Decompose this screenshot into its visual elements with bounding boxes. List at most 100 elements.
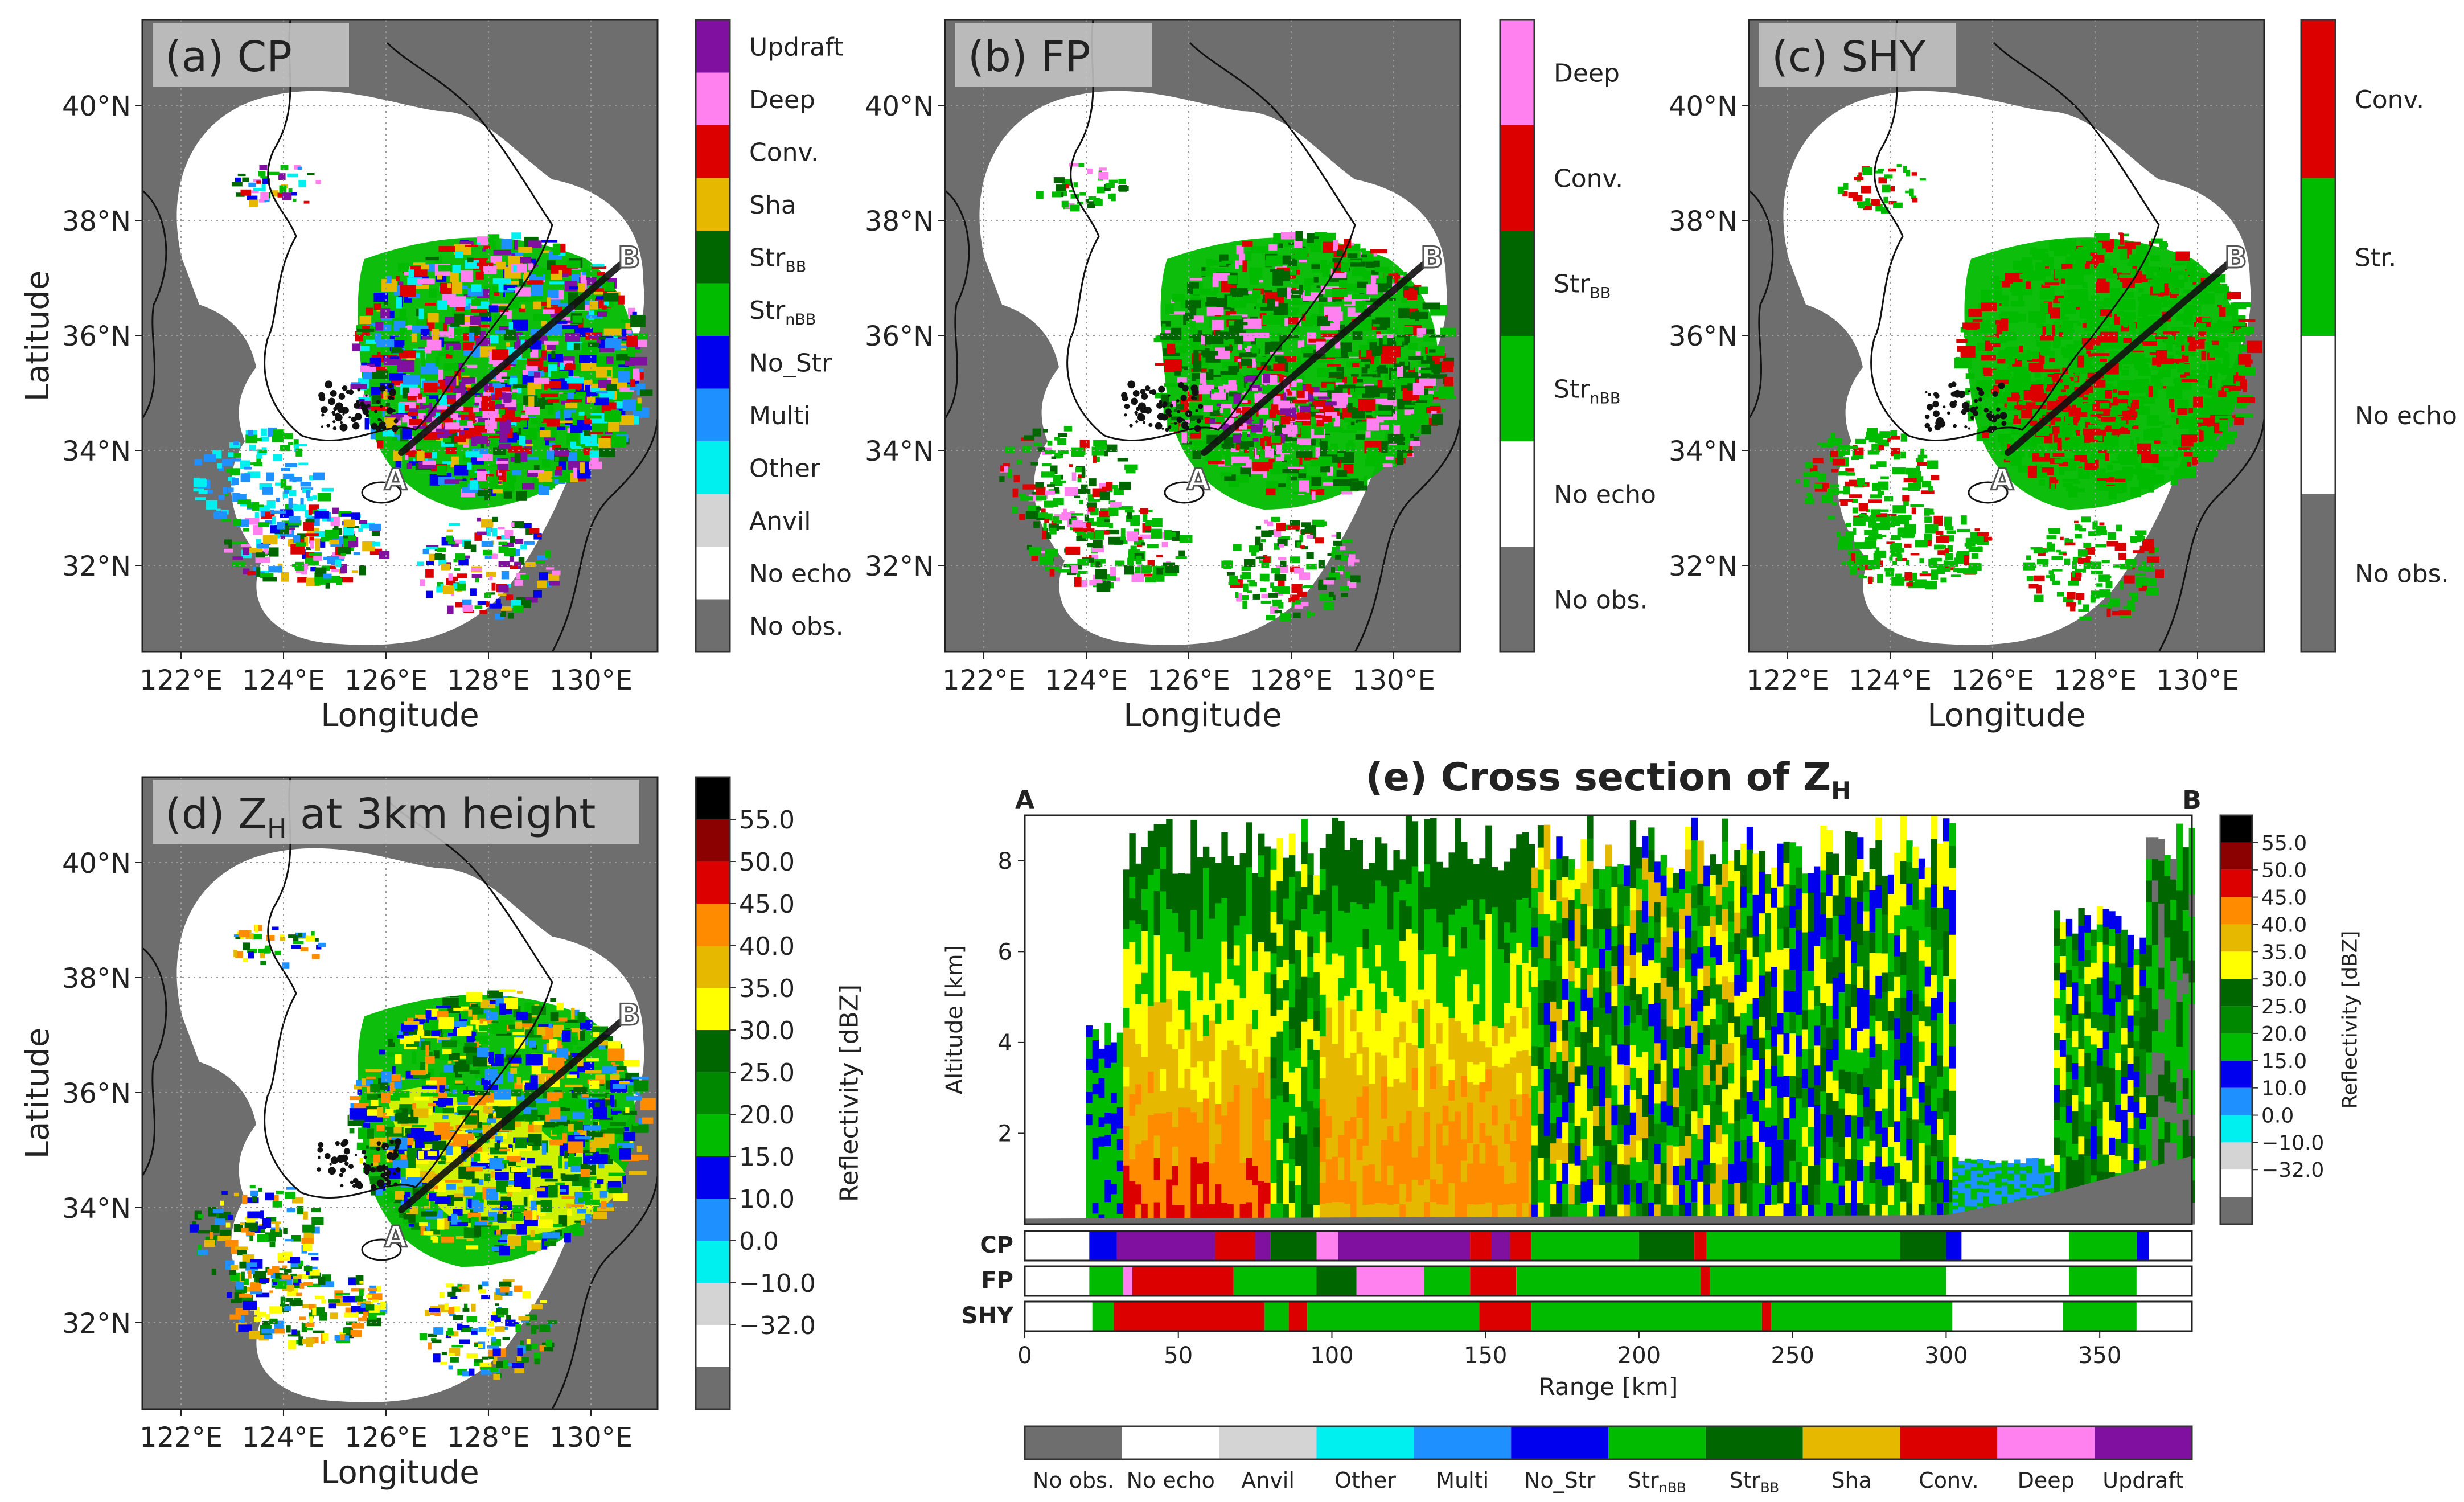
echo-cell: [1032, 491, 1036, 495]
echo-cell: [253, 187, 264, 191]
echo-cell: [533, 377, 549, 384]
echo-cell: [2126, 249, 2132, 259]
echo-cell: [2104, 482, 2123, 485]
echo-cell: [2142, 585, 2147, 590]
echo-cell: [1329, 262, 1334, 269]
echo-cell: [1345, 571, 1350, 578]
echo-cell: [2034, 371, 2041, 378]
echo-cell: [1228, 380, 1237, 391]
lon-tick-label: 130°E: [2156, 664, 2239, 696]
echo-cell: [1013, 475, 1020, 483]
echo-cell: [2215, 417, 2220, 423]
echo-cell: [1274, 574, 1287, 581]
echo-cell: [443, 341, 460, 344]
island: [374, 409, 377, 413]
echo-cell: [1858, 172, 1862, 179]
echo-cell: [2115, 387, 2119, 391]
echo-cell: [477, 490, 491, 496]
echo-cell: [1294, 604, 1303, 609]
echo-cell: [455, 393, 461, 403]
echo-cell: [387, 276, 392, 284]
echo-cell: [1876, 509, 1889, 512]
echo-cell: [2130, 536, 2138, 543]
island: [1976, 387, 1979, 390]
echo-cell: [1076, 531, 1084, 535]
echo-cell: [437, 582, 444, 589]
echo-cell: [1859, 514, 1865, 517]
echo-cell: [1169, 423, 1179, 432]
echo-cell: [1398, 307, 1410, 318]
echo-cell: [1303, 430, 1308, 437]
echo-cell: [2091, 465, 2097, 477]
echo-cell: [256, 552, 265, 558]
jeju-island: [1968, 481, 2009, 504]
echo-cell: [1411, 413, 1429, 426]
echo-cell: [1845, 531, 1854, 541]
echo-cell: [1331, 551, 1344, 558]
echo-cell: [1401, 298, 1408, 303]
island: [325, 380, 333, 389]
echo-cell: [1266, 614, 1276, 621]
echo-cell: [2034, 594, 2044, 602]
echo-cell: [1906, 560, 1910, 566]
echo-cell: [1410, 434, 1414, 438]
lat-tick-label: 32°N: [1669, 551, 1738, 582]
echo-cell: [2091, 563, 2101, 569]
echo-cell: [523, 444, 533, 447]
echo-cell: [2107, 464, 2113, 470]
echo-cell: [2077, 557, 2091, 564]
echo-cell: [1069, 190, 1073, 192]
echo-cell: [1847, 551, 1862, 555]
echo-cell: [2043, 380, 2049, 389]
echo-cell: [1255, 356, 1272, 362]
echo-cell: [1993, 398, 1998, 408]
echo-cell: [1058, 433, 1067, 437]
lon-tick-label: 130°E: [549, 664, 633, 696]
echo-cell: [1251, 397, 1255, 405]
echo-cell: [1054, 437, 1060, 441]
echo-cell: [282, 192, 292, 200]
echo-cell: [578, 411, 585, 416]
echo-cell: [477, 262, 494, 266]
echo-cell: [1164, 383, 1181, 387]
echo-cell: [2091, 295, 2100, 300]
echo-cell: [467, 407, 479, 412]
echo-cell: [1964, 543, 1976, 547]
echo-cell: [1882, 184, 1891, 193]
echo-cell: [195, 497, 206, 500]
echo-cell: [504, 329, 516, 341]
echo-cell: [1422, 302, 1440, 310]
echo-cell: [429, 407, 442, 412]
echo-cell: [555, 321, 568, 324]
echo-cell: [1284, 372, 1292, 376]
echo-cell: [1054, 514, 1060, 517]
echo-cell: [436, 586, 447, 593]
echo-cell: [2061, 264, 2073, 269]
echo-cell: [294, 444, 299, 452]
echo-cell: [1852, 507, 1858, 514]
echo-cell: [240, 503, 250, 507]
echo-cell: [1193, 412, 1200, 417]
echo-cell: [1421, 360, 1435, 364]
echo-cell: [2058, 462, 2068, 467]
echo-cell: [523, 370, 530, 375]
echo-cell: [1431, 413, 1443, 425]
echo-cell: [2023, 562, 2035, 571]
echo-cell: [193, 478, 206, 488]
echo-cell: [1244, 348, 1251, 355]
echo-cell: [1259, 573, 1270, 581]
echo-cell: [293, 535, 301, 543]
echo-cell: [547, 399, 560, 403]
echo-cell: [1290, 520, 1300, 527]
echo-cell: [1908, 572, 1917, 580]
island: [1148, 389, 1153, 395]
echo-cell: [2084, 309, 2101, 315]
echo-cell: [542, 250, 551, 253]
echo-cell: [487, 234, 500, 240]
echo-cell: [2048, 570, 2054, 574]
echo-cell: [477, 601, 488, 605]
echo-cell: [2133, 550, 2145, 553]
echo-cell: [597, 367, 601, 370]
echo-cell: [1105, 183, 1115, 188]
